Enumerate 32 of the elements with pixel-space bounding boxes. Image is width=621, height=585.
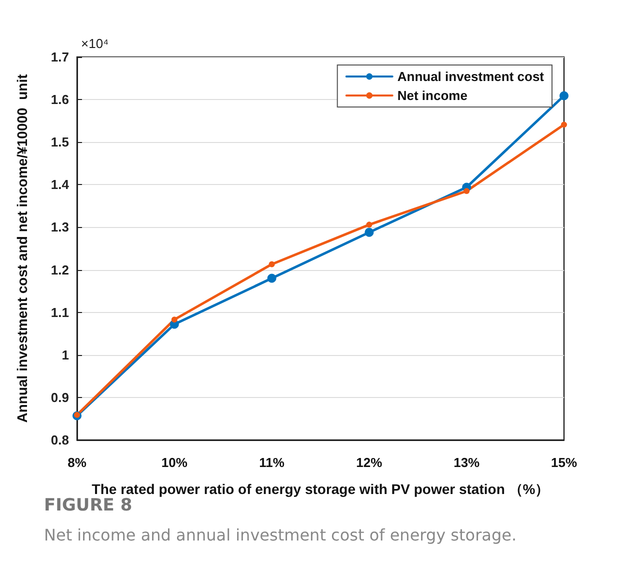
point	[171, 316, 178, 323]
caption: FIGURE 8	[44, 496, 132, 516]
y-tick-label: 1.2	[50, 262, 69, 278]
x-tick-label: 8%	[68, 455, 87, 470]
legend-label: Annual investment cost	[397, 69, 545, 84]
point	[560, 91, 568, 100]
x-tick-label: 13%	[454, 455, 480, 470]
point	[268, 261, 275, 268]
text: Net income and annual investment cost of energy storage.	[44, 526, 517, 544]
point	[267, 274, 276, 283]
point	[74, 412, 80, 418]
x-tick-label: 11%	[259, 455, 285, 470]
x-tick-label: 12%	[356, 455, 383, 470]
y-tick-label: 1.4	[50, 177, 70, 192]
y-tick-label: 1.5	[50, 134, 69, 150]
y-tick-label: 0.9	[50, 390, 69, 405]
legend-label: Net income	[397, 88, 468, 103]
point	[366, 222, 372, 228]
y-tick-label: 1.6	[50, 92, 69, 108]
text: ×10⁴	[81, 36, 109, 51]
y-tick-label: 1	[62, 347, 69, 362]
x-tick-label: 10%	[161, 455, 188, 470]
point	[464, 188, 470, 194]
y-tick-label: 0.8	[50, 432, 69, 448]
x-tick-label: 15%	[550, 455, 578, 470]
y-axis-title: Annual investment cost and net income/¥10000 unit	[14, 74, 30, 423]
y-tick-label: 1.7	[50, 50, 69, 64]
y-tick-label: 1.1	[50, 304, 69, 320]
x-axis-title: The rated power ratio of energy storage with PV power station （%）	[92, 481, 550, 497]
point	[364, 228, 374, 237]
y-tick-label: 1.3	[50, 220, 69, 235]
point	[561, 122, 567, 128]
